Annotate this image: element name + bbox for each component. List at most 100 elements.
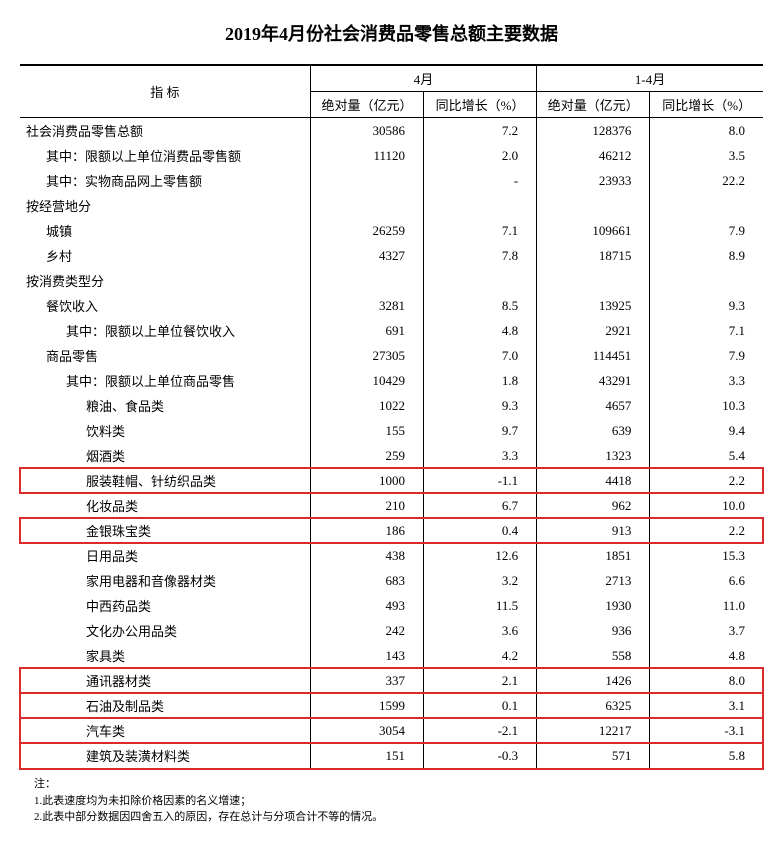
table-row: 社会消费品零售总额305867.21283768.0 [20, 118, 763, 144]
row-value: 3.3 [650, 368, 763, 393]
row-value: 3281 [310, 293, 423, 318]
row-value: 8.0 [650, 118, 763, 144]
row-value: 7.1 [650, 318, 763, 343]
header-yoy-b: 同比增长（%） [650, 92, 763, 118]
row-value [424, 193, 537, 218]
row-value: 210 [310, 493, 423, 518]
row-value: 151 [310, 743, 423, 769]
row-value: 9.3 [424, 393, 537, 418]
row-value: 438 [310, 543, 423, 568]
row-value: 1323 [537, 443, 650, 468]
footnote-header: 注： [34, 776, 763, 793]
row-value: 4.8 [650, 643, 763, 668]
row-value: 6.6 [650, 568, 763, 593]
row-value: 11120 [310, 143, 423, 168]
row-value: 4418 [537, 468, 650, 493]
table-row: 化妆品类2106.796210.0 [20, 493, 763, 518]
row-value: 2.1 [424, 668, 537, 693]
table-row: 其中：限额以上单位消费品零售额111202.0462123.5 [20, 143, 763, 168]
row-value: 0.1 [424, 693, 537, 718]
row-value: 46212 [537, 143, 650, 168]
table-row: 日用品类43812.6185115.3 [20, 543, 763, 568]
row-value: 114451 [537, 343, 650, 368]
row-value: 5.4 [650, 443, 763, 468]
row-value: 9.7 [424, 418, 537, 443]
row-value: 7.0 [424, 343, 537, 368]
row-label: 按经营地分 [20, 193, 310, 218]
row-label: 粮油、食品类 [20, 393, 310, 418]
row-label: 饮料类 [20, 418, 310, 443]
header-indicator: 指 标 [20, 65, 310, 118]
footnotes: 注： 1.此表速度均为未扣除价格因素的名义增速； 2.此表中部分数据因四舍五入的… [20, 776, 763, 826]
row-value: 639 [537, 418, 650, 443]
row-value: 936 [537, 618, 650, 643]
row-value: 7.1 [424, 218, 537, 243]
row-value: 6.7 [424, 493, 537, 518]
row-value: 143 [310, 643, 423, 668]
table-row: 通讯器材类3372.114268.0 [20, 668, 763, 693]
row-value: 128376 [537, 118, 650, 144]
row-value: 15.3 [650, 543, 763, 568]
table-row: 建筑及装潢材料类151-0.35715.8 [20, 743, 763, 769]
row-value [310, 168, 423, 193]
row-value: 10429 [310, 368, 423, 393]
row-label: 社会消费品零售总额 [20, 118, 310, 144]
row-value: 27305 [310, 343, 423, 368]
row-value: 0.4 [424, 518, 537, 543]
row-value: 7.9 [650, 218, 763, 243]
row-value: 8.0 [650, 668, 763, 693]
row-label: 服装鞋帽、针纺织品类 [20, 468, 310, 493]
row-value [310, 268, 423, 293]
table-row: 其中：实物商品网上零售额-2393322.2 [20, 168, 763, 193]
row-value: 2.2 [650, 518, 763, 543]
row-label: 建筑及装潢材料类 [20, 743, 310, 769]
table-body: 社会消费品零售总额305867.21283768.0其中：限额以上单位消费品零售… [20, 118, 763, 770]
row-value: 4327 [310, 243, 423, 268]
table-row: 餐饮收入32818.5139259.3 [20, 293, 763, 318]
row-value: -0.3 [424, 743, 537, 769]
row-label: 文化办公用品类 [20, 618, 310, 643]
table-row: 文化办公用品类2423.69363.7 [20, 618, 763, 643]
row-value: 1851 [537, 543, 650, 568]
row-value: 10.3 [650, 393, 763, 418]
row-value: 242 [310, 618, 423, 643]
row-label: 化妆品类 [20, 493, 310, 518]
table-row: 烟酒类2593.313235.4 [20, 443, 763, 468]
row-value: 1930 [537, 593, 650, 618]
table-row: 城镇262597.11096617.9 [20, 218, 763, 243]
row-value: 43291 [537, 368, 650, 393]
row-value: 962 [537, 493, 650, 518]
row-value: - [424, 168, 537, 193]
row-label: 家具类 [20, 643, 310, 668]
row-value: 4.8 [424, 318, 537, 343]
row-value [424, 268, 537, 293]
row-value: 3.3 [424, 443, 537, 468]
row-value: 1.8 [424, 368, 537, 393]
header-abs-b: 绝对量（亿元） [537, 92, 650, 118]
row-label: 烟酒类 [20, 443, 310, 468]
row-value: 10.0 [650, 493, 763, 518]
row-value: 1022 [310, 393, 423, 418]
row-value: 1426 [537, 668, 650, 693]
row-value: 155 [310, 418, 423, 443]
header-period-a: 4月 [310, 65, 536, 92]
row-value: 3054 [310, 718, 423, 743]
row-label: 其中：实物商品网上零售额 [20, 168, 310, 193]
row-value: 6325 [537, 693, 650, 718]
row-value: 913 [537, 518, 650, 543]
row-label: 中西药品类 [20, 593, 310, 618]
row-value: 3.5 [650, 143, 763, 168]
row-label: 商品零售 [20, 343, 310, 368]
row-value: 1000 [310, 468, 423, 493]
row-value: 11.0 [650, 593, 763, 618]
row-label: 日用品类 [20, 543, 310, 568]
row-value: 259 [310, 443, 423, 468]
row-value: 3.6 [424, 618, 537, 643]
header-abs-a: 绝对量（亿元） [310, 92, 423, 118]
table-row: 石油及制品类15990.163253.1 [20, 693, 763, 718]
footnote-line: 2.此表中部分数据因四舍五入的原因，存在总计与分项合计不等的情况。 [34, 809, 763, 826]
row-value: 691 [310, 318, 423, 343]
row-value: 8.9 [650, 243, 763, 268]
row-value: 23933 [537, 168, 650, 193]
row-value: 2.2 [650, 468, 763, 493]
